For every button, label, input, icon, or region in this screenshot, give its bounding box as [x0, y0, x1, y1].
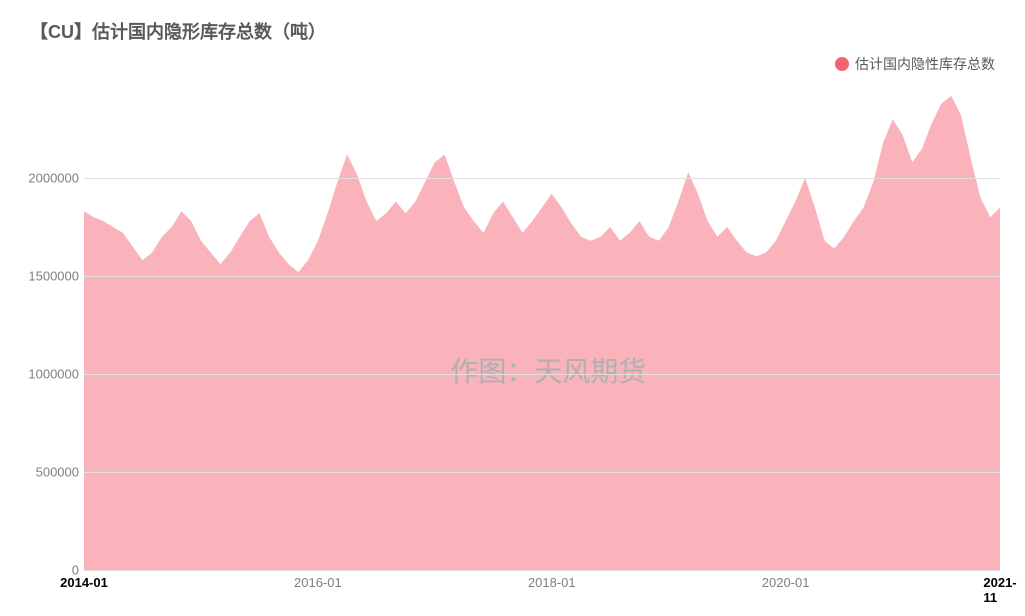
y-tick-label: 1000000 — [28, 367, 79, 382]
gridline — [84, 178, 1000, 179]
x-tick-label: 2018-01 — [528, 575, 576, 590]
gridline — [84, 374, 1000, 375]
x-tick-label: 2020-01 — [762, 575, 810, 590]
gridline — [84, 276, 1000, 277]
y-tick-label: 500000 — [36, 465, 79, 480]
gridline — [84, 570, 1000, 571]
x-tick-label: 2014-01 — [60, 575, 108, 590]
gridline — [84, 472, 1000, 473]
area-series-path — [84, 96, 1000, 570]
plot-area: 作图：天风期货 — [84, 80, 1000, 570]
x-tick-label: 2016-01 — [294, 575, 342, 590]
legend-dot-icon — [835, 57, 849, 71]
y-tick-label: 2000000 — [28, 171, 79, 186]
y-tick-label: 1500000 — [28, 269, 79, 284]
area-chart-svg — [84, 80, 1000, 570]
chart-title: 【CU】估计国内隐形库存总数（吨） — [30, 18, 326, 44]
legend: 估计国内隐性库存总数 — [835, 54, 995, 74]
legend-label: 估计国内隐性库存总数 — [855, 54, 995, 74]
x-tick-label: 2021-11 — [983, 575, 1016, 605]
